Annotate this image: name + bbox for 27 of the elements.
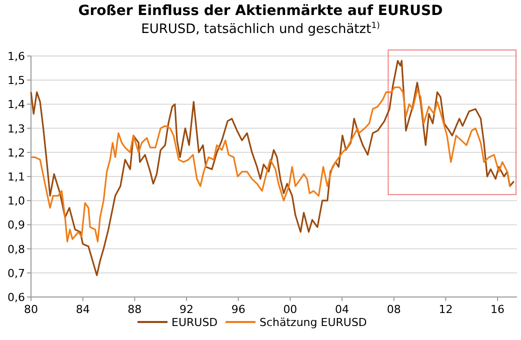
y-tick-label: 1,1 xyxy=(8,170,25,184)
y-tick-label: 0,8 xyxy=(8,242,25,256)
y-tick-label: 0,7 xyxy=(8,266,25,280)
x-tick-label: 80 xyxy=(24,303,38,316)
y-tick-label: 1,4 xyxy=(8,98,25,112)
y-tick-label: 1,3 xyxy=(8,122,25,136)
legend-label: EURUSD xyxy=(172,316,218,329)
legend-label: Schätzung EURUSD xyxy=(260,316,367,329)
x-tick-label: 92 xyxy=(180,303,194,316)
x-tick-label: 04 xyxy=(335,303,350,316)
x-tick-label: 00 xyxy=(283,303,298,316)
y-tick-label: 1,6 xyxy=(8,50,25,63)
x-tick-label: 88 xyxy=(128,303,142,316)
x-tick-label: 84 xyxy=(76,303,90,316)
y-tick-label: 1,2 xyxy=(8,146,25,160)
y-tick-label: 1,0 xyxy=(8,194,25,208)
y-tick-label: 0,6 xyxy=(8,291,25,304)
x-tick-label: 08 xyxy=(386,303,401,316)
y-tick-label: 1,5 xyxy=(8,74,25,88)
x-tick-label: 16 xyxy=(490,303,505,316)
chart-title: Großer Einfluss der Aktienmärkte auf EURUSD xyxy=(78,3,443,19)
y-tick-label: 0,9 xyxy=(8,218,25,232)
x-tick-label: 12 xyxy=(438,303,453,316)
line-series xyxy=(30,60,515,276)
x-tick-label: 96 xyxy=(231,303,246,316)
line-series xyxy=(30,86,511,242)
chart-subtitle: EURUSD, tatsächlich und geschätzt$^{1)}$ xyxy=(141,20,380,37)
